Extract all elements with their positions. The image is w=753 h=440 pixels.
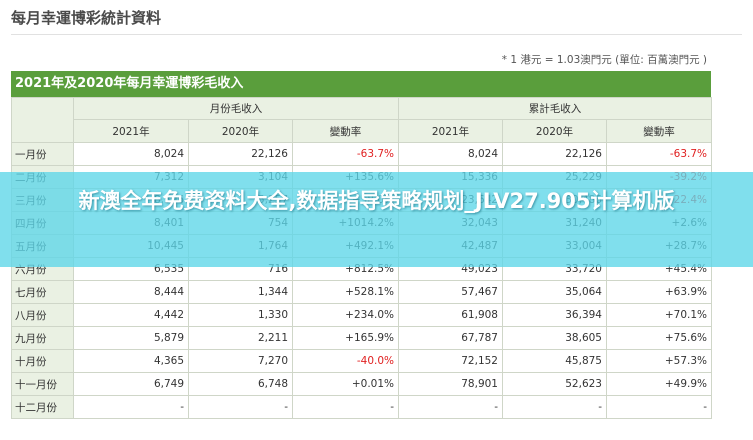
change-rate-cell: - xyxy=(292,395,399,419)
revenue-cell: 1,330 xyxy=(188,303,293,327)
currency-note: * 1 港元 = 1.03澳門元 (單位: 百萬澳門元 ) xyxy=(501,54,707,66)
change-rate-cell: +234.0% xyxy=(292,303,399,327)
revenue-cell: 8,444 xyxy=(73,280,189,304)
change-rate-cell: +63.9% xyxy=(606,280,712,304)
table-row: 九月份 5,879 2,211 +165.9% 67,787 38,605 +75.6% xyxy=(11,326,712,350)
revenue-cell: 6,749 xyxy=(73,372,189,396)
change-rate-cell: +49.9% xyxy=(606,372,712,396)
revenue-cell: 72,152 xyxy=(398,349,503,373)
revenue-cell: 7,270 xyxy=(188,349,293,373)
table-row: 十二月份 - - - - - - xyxy=(11,395,712,419)
change-rate-cell: +0.01% xyxy=(292,372,399,396)
column-header: 2020年 xyxy=(188,119,293,143)
change-rate-cell: +165.9% xyxy=(292,326,399,350)
revenue-cell: 1,344 xyxy=(188,280,293,304)
table-row: 八月份 4,442 1,330 +234.0% 61,908 36,394 +70.1% xyxy=(11,303,712,327)
revenue-cell: 52,623 xyxy=(502,372,607,396)
revenue-cell: 2,211 xyxy=(188,326,293,350)
table-row: 七月份 8,444 1,344 +528.1% 57,467 35,064 +63.9% xyxy=(11,280,712,304)
change-rate-cell: - xyxy=(606,395,712,419)
table-row: 一月份 8,024 22,126 -63.7% 8,024 22,126 -63.7% xyxy=(11,142,712,166)
table-row: 十一月份 6,749 6,748 +0.01% 78,901 52,623 +49.9% xyxy=(11,372,712,396)
revenue-cell: 57,467 xyxy=(398,280,503,304)
watermark-banner xyxy=(0,172,753,267)
revenue-cell: 4,442 xyxy=(73,303,189,327)
revenue-cell: 78,901 xyxy=(398,372,503,396)
revenue-cell: 5,879 xyxy=(73,326,189,350)
change-rate-cell: -40.0% xyxy=(292,349,399,373)
title-divider xyxy=(11,34,742,35)
month-cell: 十月份 xyxy=(11,349,74,373)
month-header-blank xyxy=(11,97,74,143)
column-header: 2021年 xyxy=(73,119,189,143)
month-cell: 七月份 xyxy=(11,280,74,304)
revenue-cell: - xyxy=(188,395,293,419)
revenue-cell: 35,064 xyxy=(502,280,607,304)
change-rate-cell: +75.6% xyxy=(606,326,712,350)
revenue-cell: 4,365 xyxy=(73,349,189,373)
revenue-cell: 67,787 xyxy=(398,326,503,350)
revenue-cell: 45,875 xyxy=(502,349,607,373)
revenue-cell: 6,748 xyxy=(188,372,293,396)
column-header: 變動率 xyxy=(292,119,399,143)
month-cell: 八月份 xyxy=(11,303,74,327)
revenue-cell: 38,605 xyxy=(502,326,607,350)
revenue-cell: 8,024 xyxy=(73,142,189,166)
revenue-cell: 61,908 xyxy=(398,303,503,327)
change-rate-cell: +70.1% xyxy=(606,303,712,327)
revenue-cell: 22,126 xyxy=(502,142,607,166)
revenue-cell: 36,394 xyxy=(502,303,607,327)
change-rate-cell: -63.7% xyxy=(606,142,712,166)
revenue-cell: 22,126 xyxy=(188,142,293,166)
table-title: 2021年及2020年每月幸運博彩毛收入 xyxy=(11,71,711,97)
column-header: 變動率 xyxy=(606,119,712,143)
change-rate-cell: +528.1% xyxy=(292,280,399,304)
month-cell: 十二月份 xyxy=(11,395,74,419)
change-rate-cell: -63.7% xyxy=(292,142,399,166)
column-header: 2021年 xyxy=(398,119,503,143)
revenue-cell: - xyxy=(73,395,189,419)
month-cell: 九月份 xyxy=(11,326,74,350)
watermark-banner-text: 新澳全年免费资料大全,数据指导策略规划_JLV27.905计算机版 xyxy=(78,189,675,213)
cumulative-revenue-group-header: 累計毛收入 xyxy=(398,97,712,120)
page-title: 每月幸運博彩統計資料 xyxy=(11,9,162,27)
revenue-cell: - xyxy=(398,395,503,419)
month-cell: 十一月份 xyxy=(11,372,74,396)
month-cell: 一月份 xyxy=(11,142,74,166)
change-rate-cell: +57.3% xyxy=(606,349,712,373)
column-header: 2020年 xyxy=(502,119,607,143)
monthly-revenue-group-header: 月份毛收入 xyxy=(73,97,399,120)
table-row: 十月份 4,365 7,270 -40.0% 72,152 45,875 +57.3% xyxy=(11,349,712,373)
revenue-cell: 8,024 xyxy=(398,142,503,166)
revenue-cell: - xyxy=(502,395,607,419)
